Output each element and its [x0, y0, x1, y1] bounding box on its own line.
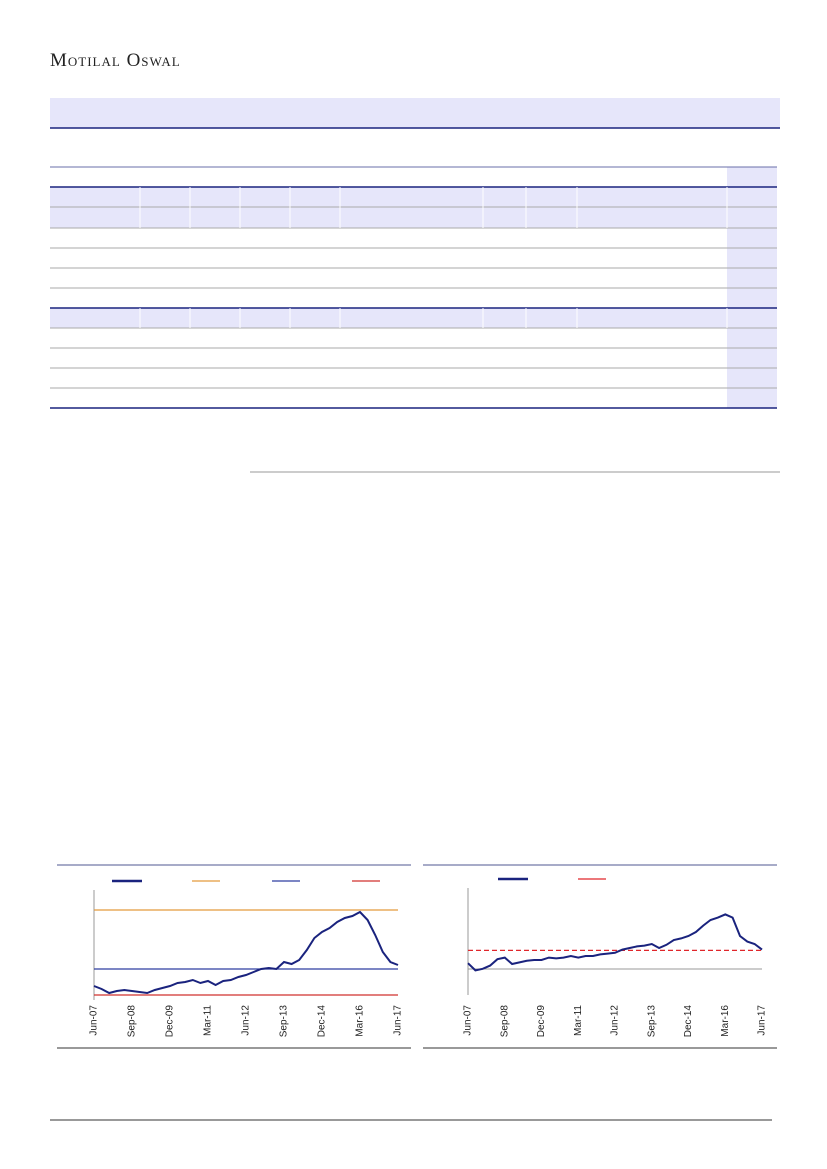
x-tick-label: Jun-07: [89, 1005, 100, 1036]
x-tick-label: Jun-12: [241, 1005, 252, 1036]
data-line: [467, 913, 763, 972]
x-tick-label: Jun-12: [610, 1005, 621, 1036]
x-tick-label: Sep-13: [646, 1005, 657, 1038]
x-tick-label: Sep-13: [279, 1005, 290, 1038]
x-tick-label: Mar-11: [203, 1005, 214, 1036]
table: [50, 166, 777, 409]
x-tick-label: Mar-16: [720, 1005, 731, 1037]
x-tick-label: Sep-08: [127, 1005, 138, 1038]
x-tick-label: Sep-08: [499, 1005, 510, 1038]
x-tick-label: Dec-09: [165, 1005, 176, 1038]
header-shade: [50, 308, 777, 328]
x-tick-label: Dec-14: [317, 1005, 328, 1038]
x-tick-label: Dec-14: [683, 1005, 694, 1038]
x-tick-label: Mar-11: [573, 1005, 584, 1036]
x-tick-label: Jun-17: [757, 1005, 768, 1036]
brand: Motilal Oswal: [50, 50, 181, 71]
x-tick-label: Jun-07: [463, 1005, 474, 1036]
x-tick-label: Jun-17: [393, 1005, 404, 1036]
title-band: [50, 98, 780, 128]
data-line: [93, 910, 399, 995]
x-tick-label: Dec-09: [536, 1005, 547, 1038]
x-tick-label: Mar-16: [355, 1005, 366, 1037]
